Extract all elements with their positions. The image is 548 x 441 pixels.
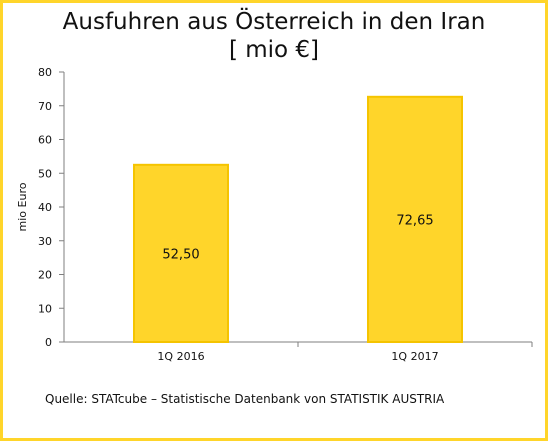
y-tick-label: 10 [38,302,52,315]
bar-value-label: 52,50 [162,247,199,262]
bar-value-label: 72,65 [396,213,433,228]
y-tick-label: 30 [38,235,52,248]
y-tick-label: 70 [38,100,52,113]
bar [367,95,463,344]
x-tick-label: 1Q 2016 [157,350,204,363]
y-tick-label: 20 [38,269,52,282]
chart-title: Ausfuhren aus Österreich in den Iran [62,9,486,35]
source-note: Quelle: STATcube – Statistische Datenban… [45,392,445,406]
y-tick-label: 40 [38,201,52,214]
x-tick-label: 1Q 2017 [391,350,438,363]
chart-subtitle: [ mio €] [228,37,320,63]
y-axis-label: mio Euro [16,182,29,231]
bar [133,163,229,343]
y-tick-label: 60 [38,134,52,147]
y-tick-label: 50 [38,167,52,180]
y-tick-label: 80 [38,66,52,79]
y-tick-label: 0 [45,336,52,349]
